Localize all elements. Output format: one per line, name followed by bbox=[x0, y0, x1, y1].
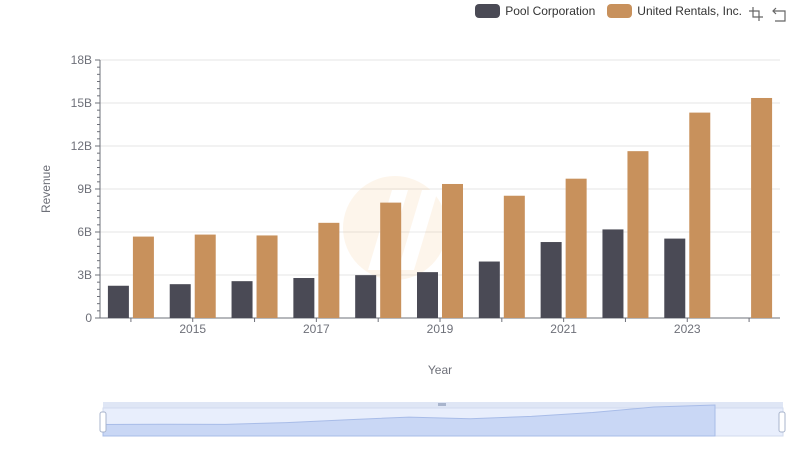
x-tick-label-2017: 2017 bbox=[303, 322, 330, 336]
bar-united-rentals-inc-2015 bbox=[194, 234, 216, 318]
legend-swatch-pool-corporation bbox=[475, 4, 501, 18]
bar-united-rentals-inc-2021 bbox=[565, 178, 587, 318]
y-axis-title: Revenue bbox=[39, 165, 53, 213]
bar-pool-corporation-2016 bbox=[231, 281, 253, 318]
bar-united-rentals-inc-2014 bbox=[132, 236, 154, 318]
bar-pool-corporation-2021 bbox=[540, 242, 562, 318]
bar-pool-corporation-2015 bbox=[169, 284, 191, 318]
y-tick-label-6: 18B bbox=[71, 53, 92, 67]
legend-label-united-rentals: United Rentals, Inc. bbox=[637, 4, 742, 18]
y-tick-label-3: 9B bbox=[77, 182, 92, 196]
bar-united-rentals-inc-2016 bbox=[256, 235, 278, 318]
legend-label-pool-corporation: Pool Corporation bbox=[505, 4, 596, 18]
x-tick-label-2023: 2023 bbox=[674, 322, 701, 336]
y-tick-label-2: 6B bbox=[77, 225, 92, 239]
zoom-icon[interactable] bbox=[748, 6, 764, 22]
bar-united-rentals-inc-2020 bbox=[503, 195, 525, 318]
legend-swatch-united-rentals bbox=[607, 4, 633, 18]
data-zoom-handle-left[interactable] bbox=[99, 411, 107, 433]
y-tick-label-5: 15B bbox=[71, 96, 92, 110]
data-zoom-drag-grip[interactable] bbox=[438, 403, 446, 406]
bar-united-rentals-inc-2022 bbox=[627, 151, 649, 318]
x-tick-label-2021: 2021 bbox=[550, 322, 577, 336]
data-zoom-handle-right[interactable] bbox=[778, 411, 786, 433]
y-tick-label-1: 3B bbox=[77, 268, 92, 282]
bar-pool-corporation-2020 bbox=[478, 261, 500, 318]
bar-united-rentals-inc-2018 bbox=[380, 202, 402, 318]
y-tick-label-0: 0 bbox=[85, 311, 92, 325]
bar-pool-corporation-2018 bbox=[355, 275, 377, 318]
bar-pool-corporation-2023 bbox=[664, 238, 686, 318]
bar-pool-corporation-2014 bbox=[107, 285, 129, 318]
bar-united-rentals-inc-2019 bbox=[442, 183, 463, 318]
bar-pool-corporation-2019 bbox=[417, 272, 438, 318]
legend: Pool Corporation United Rentals, Inc. bbox=[475, 4, 742, 18]
x-axis-title: Year bbox=[428, 363, 452, 377]
legend-item-united-rentals[interactable]: United Rentals, Inc. bbox=[607, 4, 742, 18]
data-zoom-slider bbox=[99, 402, 786, 437]
x-tick-label-2019: 2019 bbox=[427, 322, 454, 336]
legend-item-pool-corporation[interactable]: Pool Corporation bbox=[475, 4, 595, 18]
toolbox bbox=[748, 6, 788, 22]
bar-united-rentals-inc-2024 bbox=[751, 97, 773, 318]
x-tick-label-2015: 2015 bbox=[179, 322, 206, 336]
bar-united-rentals-inc-2023 bbox=[689, 112, 711, 318]
bar-pool-corporation-2022 bbox=[602, 229, 624, 318]
data-zoom-preview bbox=[102, 404, 716, 437]
y-tick-label-4: 12B bbox=[71, 139, 92, 153]
restore-icon[interactable] bbox=[772, 6, 788, 22]
bar-pool-corporation-2017 bbox=[293, 278, 315, 318]
bar-united-rentals-inc-2017 bbox=[318, 222, 340, 318]
